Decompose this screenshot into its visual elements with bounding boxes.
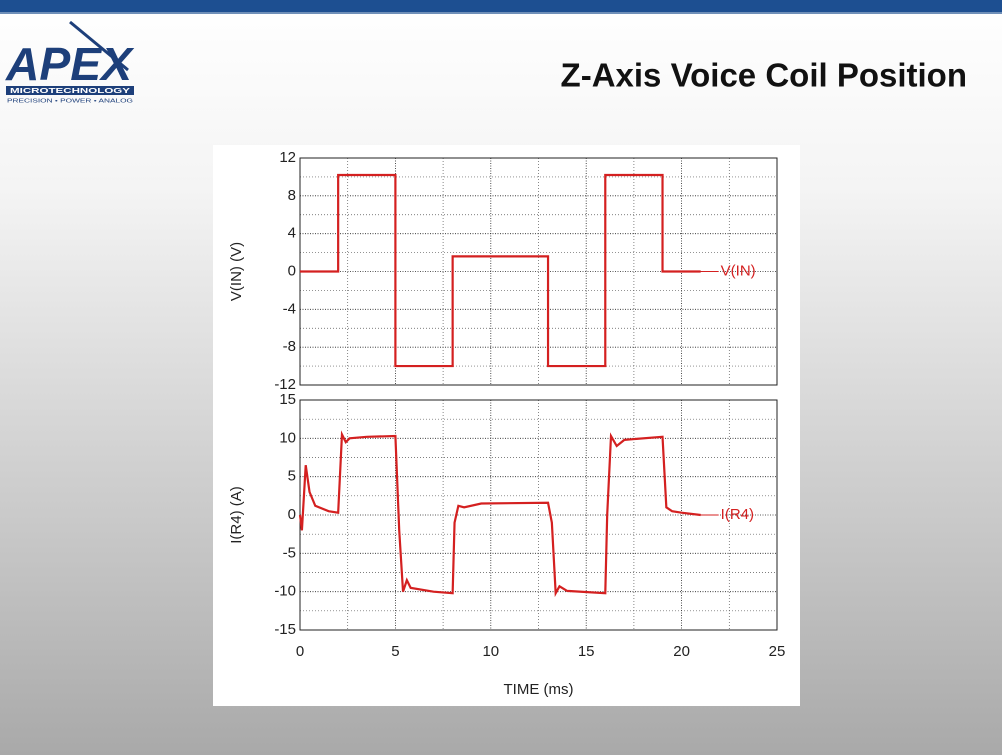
x-axis-label: TIME (ms) (504, 681, 574, 698)
y-tick-label: 5 (288, 468, 296, 485)
top-bar-edge (0, 12, 1002, 14)
x-tick-label: 5 (391, 643, 399, 660)
y-tick-label: -4 (283, 300, 296, 317)
x-tick-label: 20 (673, 643, 690, 660)
x-tick-label: 10 (482, 643, 499, 660)
series-label: V(IN) (721, 262, 756, 279)
y-tick-label: 8 (288, 187, 296, 204)
logo-band (6, 86, 134, 95)
y-tick-label: -5 (283, 544, 296, 561)
y-axis-label: I(R4) (A) (228, 486, 245, 544)
x-tick-label: 15 (578, 643, 595, 660)
y-tick-label: -8 (283, 338, 296, 355)
y-axis-label: V(IN) (V) (228, 242, 245, 301)
top-bar (0, 0, 1002, 12)
logo-line1: MICROTECHNOLOGY (10, 86, 130, 95)
x-tick-label: 0 (296, 643, 304, 660)
logo-name: APEX (5, 38, 134, 90)
data-line (298, 430, 701, 598)
y-tick-label: 10 (279, 429, 296, 446)
y-tick-label: -15 (274, 621, 296, 638)
y-tick-label: -12 (274, 376, 296, 393)
y-tick-label: 12 (279, 149, 296, 166)
series-label: I(R4) (721, 506, 754, 523)
y-tick-label: 0 (288, 506, 296, 523)
y-tick-label: 4 (288, 225, 296, 242)
chart-panel (213, 145, 800, 706)
data-line (300, 173, 701, 368)
x-tick-label: 25 (769, 643, 786, 660)
slide-title: Z-Axis Voice Coil Position (561, 57, 967, 94)
logo-line2: PRECISION • POWER • ANALOG (7, 98, 133, 104)
y-tick-label: -10 (274, 583, 296, 600)
logo-swoosh (69, 20, 129, 72)
y-tick-label: 15 (279, 391, 296, 408)
y-tick-label: 0 (288, 262, 296, 279)
